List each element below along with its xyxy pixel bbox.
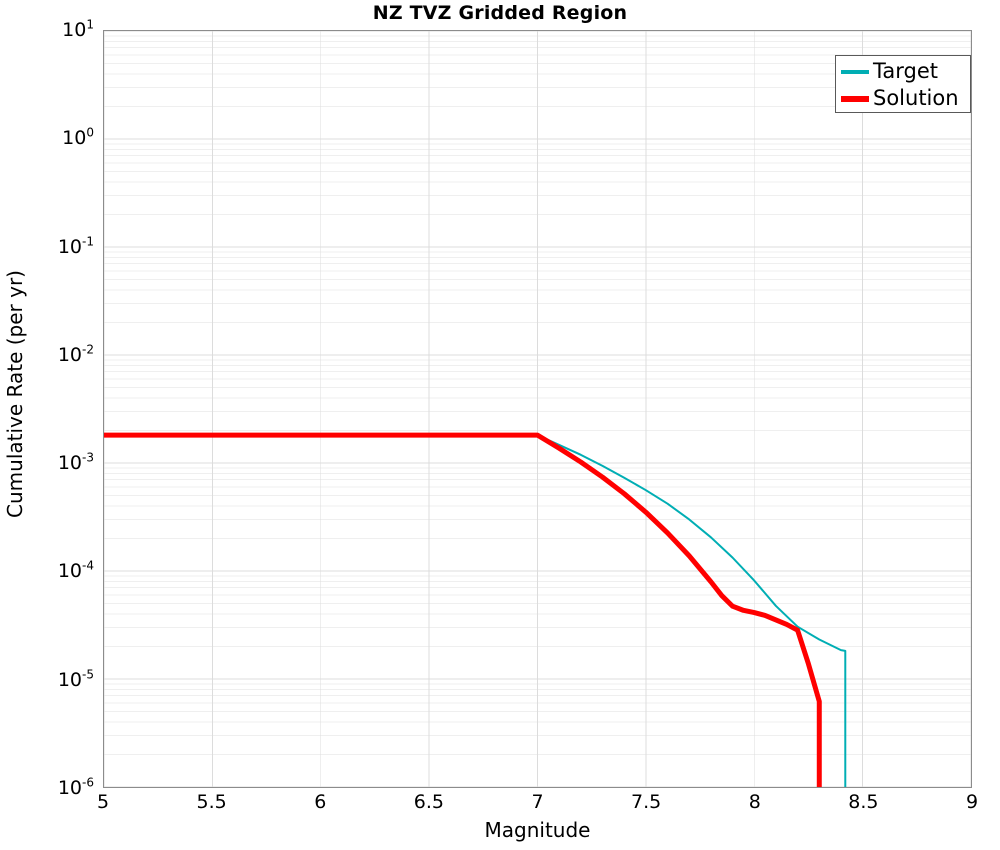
legend-item-target[interactable]: Target xyxy=(836,58,970,85)
y-tick-label: 101 xyxy=(62,17,94,41)
legend-item-solution[interactable]: Solution xyxy=(836,85,970,112)
y-tick-label: 10-5 xyxy=(57,667,94,691)
x-tick-label: 9 xyxy=(965,791,979,813)
y-axis-tick-labels: 10-6 10-5 10-4 10-3 10-2 10-1 100 101 xyxy=(0,0,98,850)
legend-label-target: Target xyxy=(873,59,938,83)
x-tick-label: 6.5 xyxy=(413,791,444,813)
y-tick-label: 10-2 xyxy=(57,342,94,366)
x-tick-label: 7 xyxy=(531,791,544,813)
y-tick-label: 10-3 xyxy=(57,450,94,475)
legend-color-swatch-target xyxy=(841,69,869,74)
x-tick-label: 8 xyxy=(748,791,761,813)
chart-legend[interactable]: Target Solution xyxy=(835,55,971,113)
x-tick-label: 6 xyxy=(314,791,327,813)
gridlines xyxy=(104,31,971,787)
legend-color-swatch-solution xyxy=(841,95,869,102)
y-tick-label: 100 xyxy=(62,125,94,150)
series-line-solution xyxy=(104,432,822,787)
y-tick-label: 10-1 xyxy=(57,234,94,258)
x-axis-label: Magnitude xyxy=(484,818,591,842)
legend-label-solution: Solution xyxy=(873,86,959,110)
x-tick-label: 8.5 xyxy=(848,791,879,813)
plot-area xyxy=(103,30,972,788)
x-tick-label: 7.5 xyxy=(631,791,662,813)
series-line-target xyxy=(104,434,847,787)
y-tick-label: 10-6 xyxy=(57,775,94,799)
data-series-layer xyxy=(104,432,847,787)
x-tick-label: 5 xyxy=(96,791,110,813)
page-title: NZ TVZ Gridded Region xyxy=(372,2,628,24)
y-tick-label: 10-4 xyxy=(57,559,94,583)
x-tick-label: 5.5 xyxy=(196,791,227,813)
